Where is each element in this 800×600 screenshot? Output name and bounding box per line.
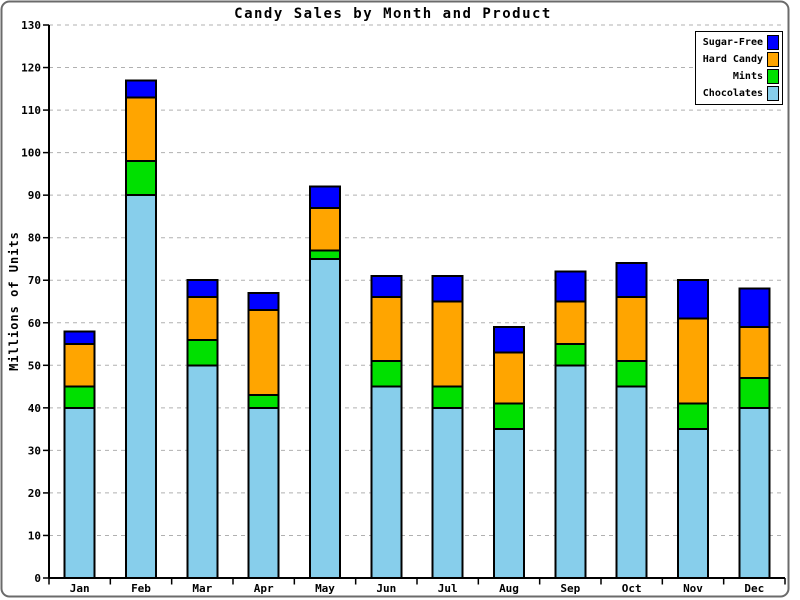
x-tick-label: Mar <box>192 582 212 595</box>
x-tick-label: Feb <box>131 582 151 595</box>
bar-segment <box>125 160 157 197</box>
x-tick-label: Jun <box>376 582 396 595</box>
bar-segment <box>125 96 157 163</box>
y-tick-label: 90 <box>28 189 41 202</box>
y-tick-label: 60 <box>28 317 41 330</box>
bars <box>63 79 771 580</box>
axes <box>48 25 785 579</box>
legend-label: Mints <box>732 71 763 82</box>
legend-label: Chocolates <box>702 88 763 99</box>
bar-segment <box>615 360 648 388</box>
bar-segment <box>186 338 219 367</box>
bar-segment <box>493 351 525 405</box>
x-tick-label: Jul <box>438 582 458 595</box>
x-tick-label: Nov <box>683 582 703 595</box>
chart-title: Candy Sales by Month and Product <box>234 6 552 22</box>
legend-label: Sugar-Free <box>702 37 763 48</box>
bar-segment <box>554 343 587 367</box>
y-tick-label: 30 <box>28 444 41 457</box>
bar-segment <box>247 394 280 409</box>
bar-segment <box>677 317 709 405</box>
legend-swatch <box>767 69 779 84</box>
bar-segment <box>63 343 96 388</box>
bar-segment <box>63 406 96 579</box>
x-tick-label: Jan <box>70 582 90 595</box>
x-tick-label: Oct <box>622 582 642 595</box>
bar-segment <box>738 406 771 579</box>
x-tick-label: Sep <box>560 582 580 595</box>
bar-segment <box>125 79 157 99</box>
bar-segment <box>370 360 403 388</box>
bar-segment <box>493 428 525 579</box>
y-axis-ticks: 0 10 20 30 40 50 60 70 80 90 100 110 120 130 <box>21 19 49 585</box>
bar-segment <box>247 309 280 397</box>
bar-segment <box>247 291 280 312</box>
bar-segment <box>125 194 157 579</box>
y-tick-label: 40 <box>28 402 41 415</box>
x-axis-ticks: Jan Feb Mar Apr May Jun Jul Aug Sep Oct Nov Dec <box>48 578 786 595</box>
bar-segment <box>677 402 709 431</box>
x-tick-label: Dec <box>744 582 764 595</box>
y-tick-label: 0 <box>34 572 41 585</box>
legend-swatch <box>767 86 779 101</box>
bar-segment <box>493 326 525 354</box>
bar-segment <box>63 330 96 346</box>
bar-segment <box>247 406 280 579</box>
bar-segment <box>431 406 464 579</box>
bar-segment <box>615 262 648 299</box>
legend-item: Mints <box>696 69 782 84</box>
y-tick-label: 120 <box>21 62 41 75</box>
bar-segment <box>309 206 341 252</box>
bar-segment <box>431 274 464 303</box>
bar-segment <box>370 385 403 580</box>
bar-segment <box>309 185 341 209</box>
bar-segment <box>677 428 709 579</box>
bar-segment <box>554 300 587 346</box>
bar-segment <box>493 402 525 431</box>
bar-segment <box>309 249 341 260</box>
bar-segment <box>186 296 219 341</box>
bar-segment <box>677 279 709 320</box>
bar-segment <box>370 296 403 363</box>
y-tick-label: 50 <box>28 359 41 372</box>
y-tick-label: 20 <box>28 487 41 500</box>
bar-segment <box>63 385 96 409</box>
y-axis-title: Millions of Units <box>7 231 21 371</box>
bar-segment <box>431 385 464 409</box>
y-tick-label: 110 <box>21 104 41 117</box>
y-tick-label: 80 <box>28 232 41 245</box>
legend-label: Hard Candy <box>702 54 763 65</box>
legend-item: Sugar-Free <box>696 35 782 50</box>
x-tick-label: May <box>315 582 335 595</box>
bar-segment <box>554 270 587 303</box>
gridlines <box>49 24 785 536</box>
legend-item: Chocolates <box>696 86 782 101</box>
bar-segment <box>738 377 771 409</box>
bar-segment <box>370 274 403 299</box>
legend: Sugar-Free Hard Candy Mints Chocolates <box>695 31 783 105</box>
bar-segment <box>615 296 648 363</box>
legend-swatch <box>767 52 779 67</box>
legend-item: Hard Candy <box>696 52 782 67</box>
bar-segment <box>309 257 341 579</box>
bar-segment <box>554 364 587 579</box>
y-tick-label: 70 <box>28 274 41 287</box>
bar-segment <box>738 287 771 329</box>
y-tick-label: 100 <box>21 147 41 160</box>
legend-swatch <box>767 35 779 50</box>
bar-segment <box>431 300 464 388</box>
x-tick-label: Aug <box>499 582 519 595</box>
x-tick-label: Apr <box>254 582 274 595</box>
bar-segment <box>615 385 648 580</box>
bar-segment <box>186 364 219 579</box>
bar-segment <box>738 326 771 380</box>
y-tick-label: 130 <box>21 19 41 32</box>
bar-segment <box>186 279 219 299</box>
y-tick-label: 10 <box>28 529 41 542</box>
